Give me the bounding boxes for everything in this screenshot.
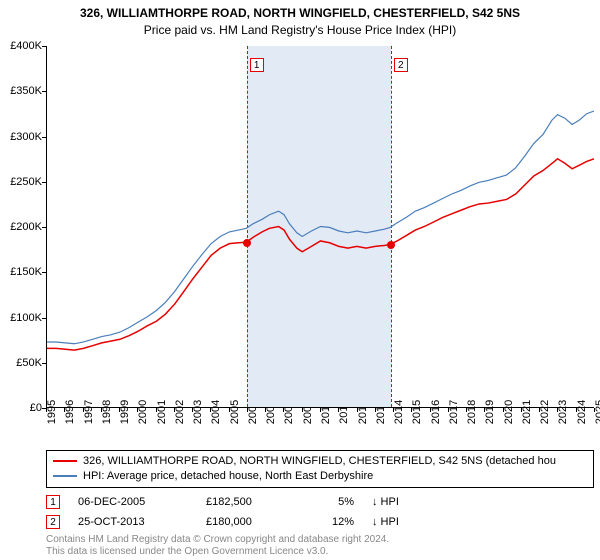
sales-table: 1 06-DEC-2005 £182,500 5% ↓ HPI 2 25-OCT-2013 £… xyxy=(46,492,399,532)
x-tick-mark xyxy=(539,408,540,412)
y-tick-label: £50K xyxy=(16,357,42,369)
sale-arrow: ↓ HPI xyxy=(372,496,399,508)
sale-price: £180,000 xyxy=(206,516,286,528)
line-series xyxy=(47,46,594,407)
x-tick-mark xyxy=(302,408,303,412)
x-tick-mark xyxy=(411,408,412,412)
y-tick-label: £100K xyxy=(10,312,42,324)
x-tick-mark xyxy=(46,408,47,412)
y-tick-label: £300K xyxy=(10,131,42,143)
legend-label: 326, WILLIAMTHORPE ROAD, NORTH WINGFIELD… xyxy=(83,454,556,469)
series-line xyxy=(47,111,594,344)
sale-diff: 12% xyxy=(304,516,354,528)
legend-swatch xyxy=(53,475,77,477)
sale-row: 1 06-DEC-2005 £182,500 5% ↓ HPI xyxy=(46,492,399,512)
x-tick-mark xyxy=(393,408,394,412)
y-tick-label: £250K xyxy=(10,176,42,188)
x-tick-mark xyxy=(430,408,431,412)
x-tick-mark xyxy=(375,408,376,412)
plot-area: 12 xyxy=(46,46,594,408)
legend-swatch xyxy=(53,460,77,462)
chart-subtitle: Price paid vs. HM Land Registry's House … xyxy=(0,22,600,37)
x-tick-mark xyxy=(210,408,211,412)
footer-attribution: Contains HM Land Registry data © Crown c… xyxy=(46,534,389,558)
sale-marker-box: 2 xyxy=(46,515,60,529)
sale-date: 06-DEC-2005 xyxy=(78,496,188,508)
x-tick-mark xyxy=(283,408,284,412)
x-tick-mark xyxy=(576,408,577,412)
x-tick-mark xyxy=(229,408,230,412)
sale-marker-box: 1 xyxy=(46,495,60,509)
footer-line2: This data is licensed under the Open Gov… xyxy=(46,546,389,558)
footer-line1: Contains HM Land Registry data © Crown c… xyxy=(46,534,389,546)
x-tick-mark xyxy=(357,408,358,412)
y-tick-label: £150K xyxy=(10,266,42,278)
sale-price: £182,500 xyxy=(206,496,286,508)
x-tick-mark xyxy=(320,408,321,412)
x-tick-mark xyxy=(484,408,485,412)
sale-dot xyxy=(243,239,251,247)
x-tick-mark xyxy=(64,408,65,412)
x-tick-mark xyxy=(448,408,449,412)
y-tick-label: £400K xyxy=(10,40,42,52)
x-tick-mark xyxy=(156,408,157,412)
y-tick-label: £200K xyxy=(10,221,42,233)
x-tick-mark xyxy=(557,408,558,412)
x-tick-mark xyxy=(265,408,266,412)
x-tick-mark xyxy=(83,408,84,412)
x-tick-mark xyxy=(137,408,138,412)
x-tick-mark xyxy=(594,408,595,412)
sale-date: 25-OCT-2013 xyxy=(78,516,188,528)
y-tick-label: £0 xyxy=(30,402,42,414)
x-tick-mark xyxy=(247,408,248,412)
x-tick-mark xyxy=(174,408,175,412)
legend-label: HPI: Average price, detached house, Nort… xyxy=(83,469,373,484)
x-tick-mark xyxy=(521,408,522,412)
sale-arrow: ↓ HPI xyxy=(372,516,399,528)
x-tick-mark xyxy=(101,408,102,412)
chart-title: 326, WILLIAMTHORPE ROAD, NORTH WINGFIELD… xyxy=(0,0,600,22)
sale-row: 2 25-OCT-2013 £180,000 12% ↓ HPI xyxy=(46,512,399,532)
legend: 326, WILLIAMTHORPE ROAD, NORTH WINGFIELD… xyxy=(46,450,594,488)
x-tick-mark xyxy=(466,408,467,412)
sale-dot xyxy=(387,241,395,249)
legend-row: HPI: Average price, detached house, Nort… xyxy=(53,469,587,484)
legend-row: 326, WILLIAMTHORPE ROAD, NORTH WINGFIELD… xyxy=(53,454,587,469)
x-tick-mark xyxy=(338,408,339,412)
chart-container: 326, WILLIAMTHORPE ROAD, NORTH WINGFIELD… xyxy=(0,0,600,560)
y-tick-label: £350K xyxy=(10,85,42,97)
x-tick-mark xyxy=(503,408,504,412)
x-tick-label: 2025 xyxy=(594,400,600,424)
x-tick-mark xyxy=(119,408,120,412)
x-tick-mark xyxy=(192,408,193,412)
series-line xyxy=(47,159,594,350)
sale-diff: 5% xyxy=(304,496,354,508)
